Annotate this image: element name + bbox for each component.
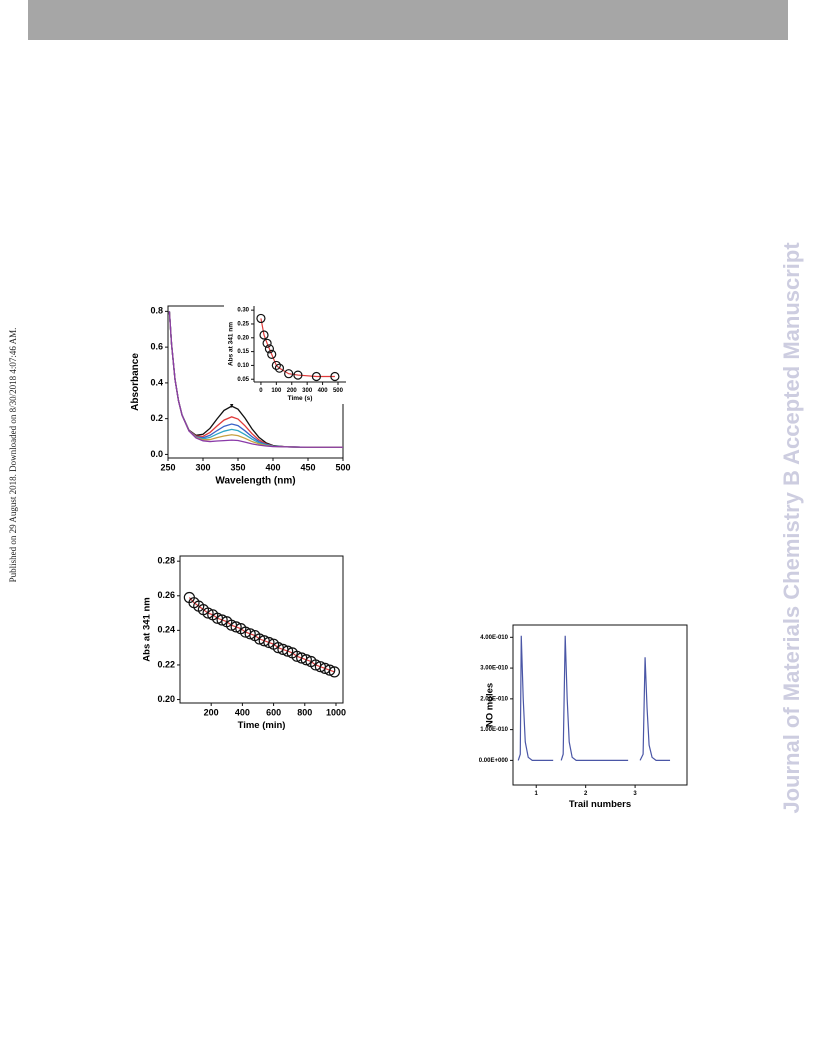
data-point [293,370,303,380]
y-axis-label: Absorbance [130,353,141,411]
y-tick-label: 0.22 [157,659,175,669]
y-tick-label: 0.25 [237,322,249,328]
x-tick-label: 400 [235,708,250,718]
y-tick-label: 0.8 [150,306,163,316]
y-tick-label: 0.26 [157,590,175,600]
y-tick-label: 2.00E-010 [480,696,508,702]
x-tick-label: 0 [259,388,263,394]
data-point [202,607,214,619]
data-point [259,330,269,340]
x-tick-label: 600 [266,708,281,718]
x-tick-label: 3 [633,791,637,797]
y-tick-label: 0.20 [157,694,175,704]
data-point [264,344,275,354]
data-point [216,614,228,626]
data-point [267,349,277,359]
y-axis-label: NO moles [484,683,495,727]
data-point [230,621,242,633]
x-tick-label: 400 [318,388,329,394]
y-tick-label: 0.10 [237,363,249,369]
x-tick-label: 200 [287,388,298,394]
y-tick-label: 0.6 [150,342,163,352]
x-tick-label: 100 [271,388,282,394]
data-point [330,371,340,382]
x-tick-label: 2 [584,791,588,797]
plot-frame [512,624,688,786]
y-tick-label: 0.30 [237,308,249,314]
y-tick-label: 0.2 [150,413,163,423]
y-axis-label: Abs at 341 nm [228,322,235,366]
data-point [244,628,256,640]
data-point [271,360,281,371]
x-tick-label: 250 [160,463,175,473]
data-point [328,666,341,678]
x-tick-label: 300 [195,463,210,473]
data-point [262,338,272,348]
x-tick-label: 450 [300,463,315,473]
data-point [324,664,336,676]
x-tick-label: 300 [302,388,313,394]
x-axis-label: Wavelength (nm) [215,476,295,487]
x-tick-label: 400 [265,463,280,473]
data-point [284,369,294,379]
series-line [168,311,343,448]
x-axis-label: Time (s) [288,395,313,402]
x-tick-label: 1000 [326,708,346,718]
y-tick-label: 0.0 [150,449,163,459]
data-point [282,645,294,657]
watermark: Journal of Materials Chemistry B Accepte… [779,242,804,814]
data-point [256,313,266,324]
x-tick-label: 1 [535,791,539,797]
x-axis-label: Time (min) [238,720,286,731]
y-tick-label: 0.00E+000 [479,758,509,764]
y-tick-label: 0.15 [237,349,249,355]
x-tick-label: 350 [230,463,245,473]
data-point [311,371,322,382]
side-note: Published on 29 August 2018. Downloaded … [8,328,18,583]
y-axis-label: Abs at 341 nm [142,597,153,661]
x-axis-label: Trail numbers [569,799,631,810]
data-point [274,363,285,373]
y-tick-label: 4.00E-010 [480,635,508,641]
inset-background [224,302,350,404]
x-tick-label: 800 [297,708,312,718]
x-tick-label: 500 [335,463,350,473]
x-tick-label: 200 [204,708,219,718]
y-tick-label: 0.24 [157,625,175,635]
y-tick-label: 0.05 [237,377,249,383]
data-point [300,654,312,666]
data-point [263,636,275,649]
y-tick-label: 0.4 [150,377,163,387]
series-line [517,635,671,761]
y-tick-label: 0.28 [157,556,175,566]
y-tick-label: 3.00E-010 [480,666,508,672]
x-tick-label: 500 [333,388,344,394]
header-bar [28,0,788,40]
y-tick-label: 1.00E-010 [480,727,508,733]
y-tick-label: 0.20 [237,335,249,341]
plot-frame [179,555,344,704]
